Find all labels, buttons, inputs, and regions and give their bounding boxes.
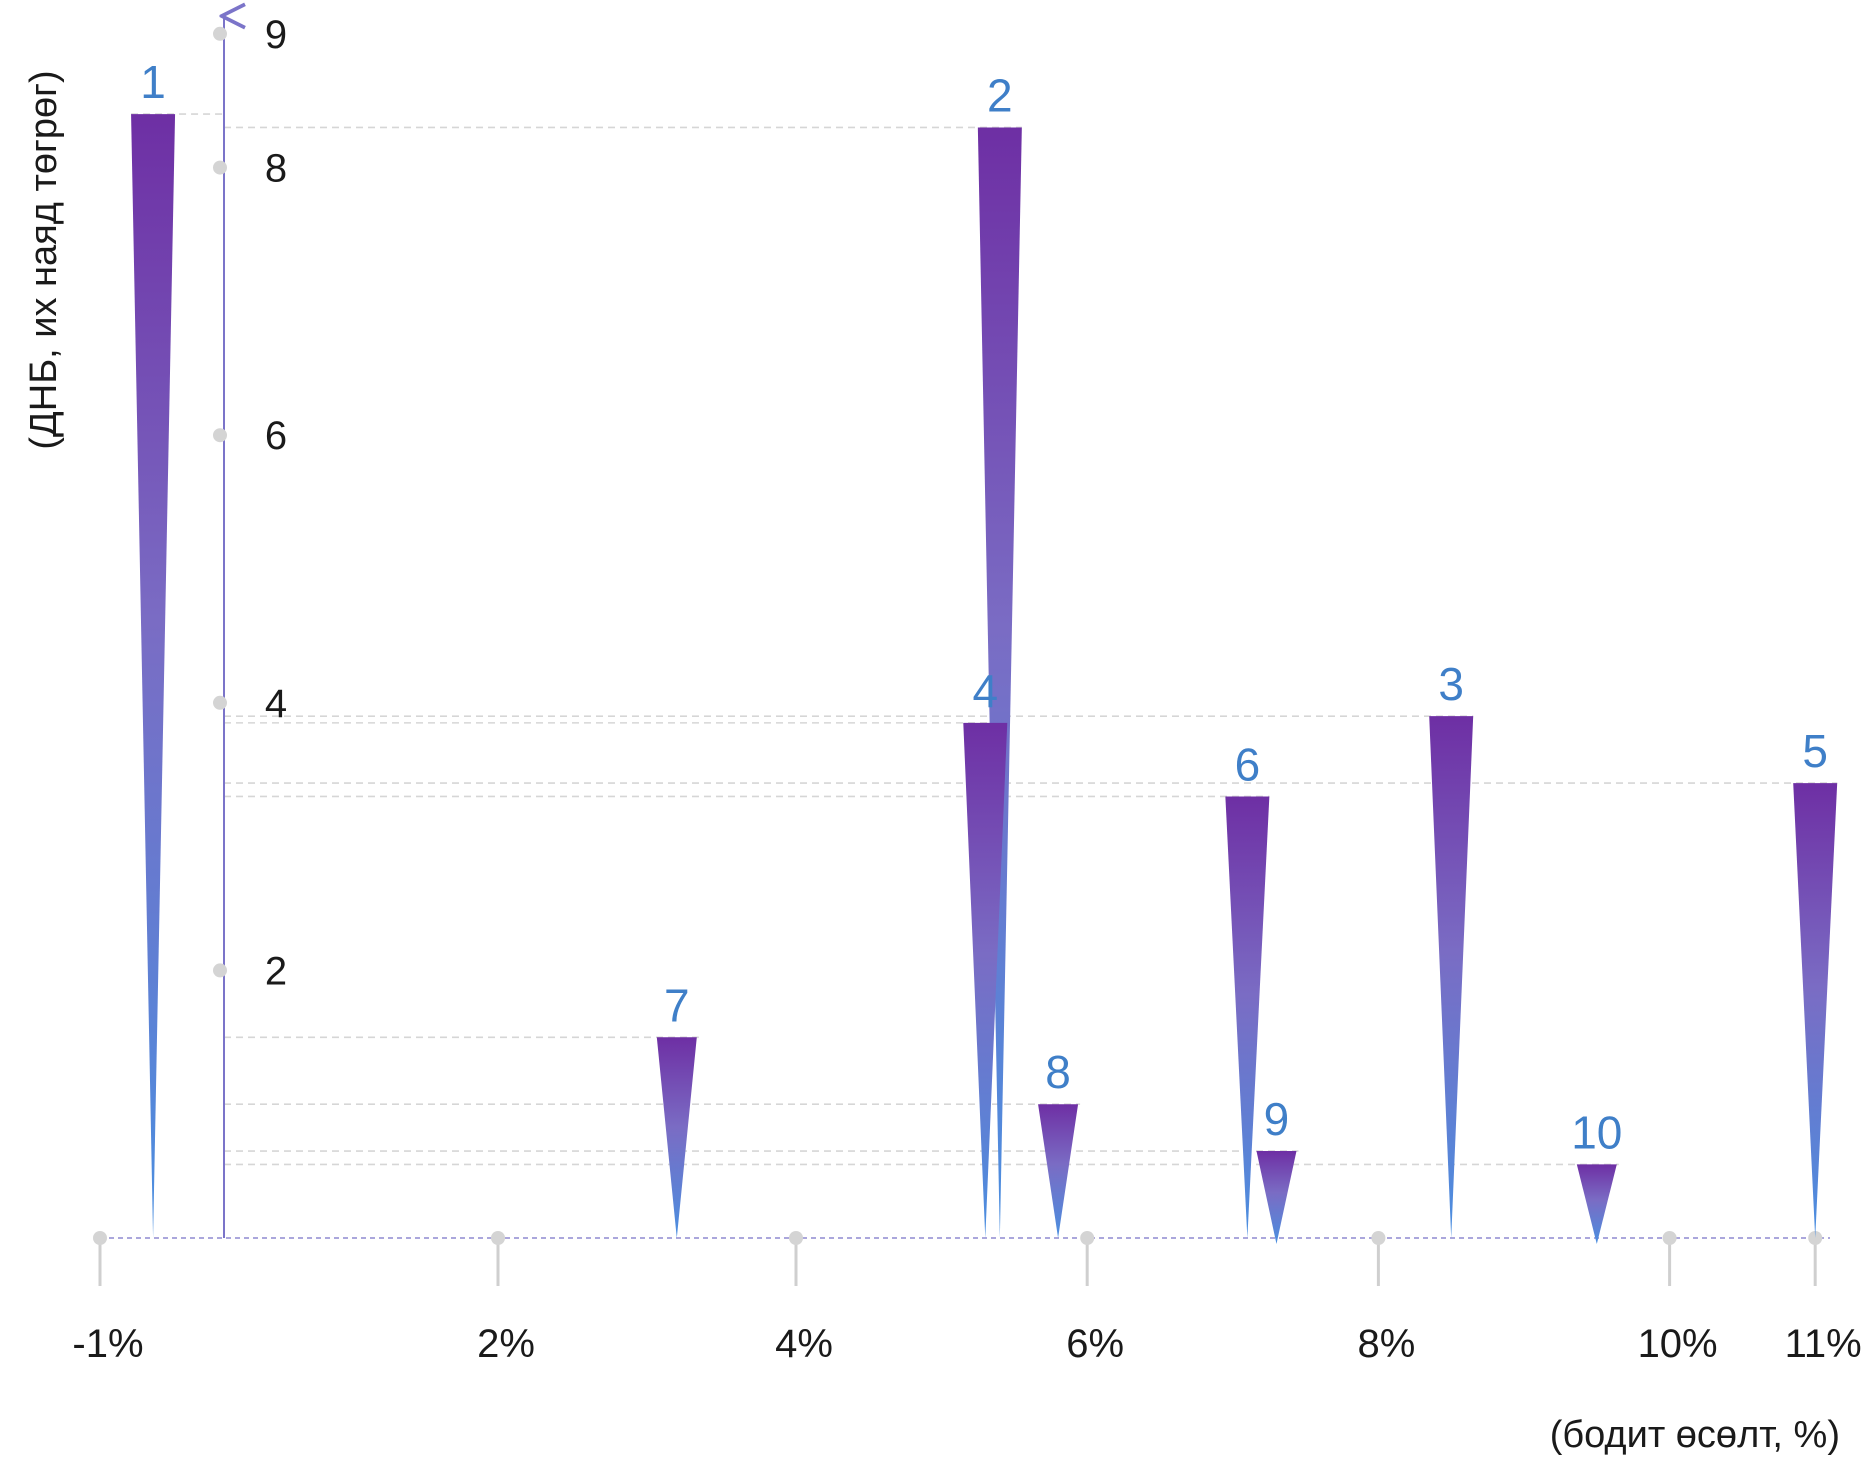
x-tick-label: 10% bbox=[1638, 1322, 1718, 1366]
x-tick-label: 2% bbox=[477, 1322, 535, 1366]
spike-7 bbox=[656, 1037, 697, 1238]
x-tick-dot bbox=[93, 1231, 107, 1245]
y-tick-dot bbox=[213, 160, 227, 175]
spike-label: 6 bbox=[1235, 738, 1261, 790]
x-tick-dot bbox=[789, 1231, 803, 1245]
y-tick-dot bbox=[213, 695, 227, 710]
y-tick-dot bbox=[213, 963, 227, 978]
y-tick-label: 8 bbox=[265, 147, 287, 191]
y-tick-label: 9 bbox=[265, 13, 287, 57]
x-tick-label: 4% bbox=[775, 1322, 833, 1366]
x-tick-dot bbox=[1371, 1231, 1386, 1245]
x-tick-label: 6% bbox=[1066, 1322, 1124, 1366]
x-tick-label: -1% bbox=[72, 1322, 143, 1366]
spike-label: 9 bbox=[1264, 1093, 1290, 1145]
x-axis-title: (бодит өсөлт, %) bbox=[1550, 1414, 1840, 1456]
y-axis-title: (ДНБ, их наяд төгрөг) bbox=[23, 70, 65, 449]
spike-9 bbox=[1256, 1151, 1297, 1244]
x-tick-dot bbox=[1662, 1231, 1677, 1245]
x-axis-ticks: -1% 2% 4% 6% 8% 10% 11% bbox=[72, 1231, 1862, 1366]
spike-10 bbox=[1576, 1164, 1617, 1244]
y-axis-ticks: 2 4 6 8 9 bbox=[213, 13, 287, 993]
spike-label: 8 bbox=[1045, 1046, 1071, 1098]
spike-label: 2 bbox=[987, 69, 1013, 121]
y-tick-label: 2 bbox=[265, 949, 287, 993]
spike-label: 10 bbox=[1571, 1106, 1622, 1158]
spike-6 bbox=[1225, 796, 1270, 1238]
spike-label: 3 bbox=[1438, 658, 1464, 710]
spike-3 bbox=[1429, 716, 1474, 1238]
spike-label: 1 bbox=[140, 56, 166, 108]
x-tick-label: 11% bbox=[1785, 1322, 1862, 1366]
spike-5 bbox=[1793, 783, 1838, 1238]
spike-label: 7 bbox=[664, 979, 690, 1031]
x-tick-dot bbox=[491, 1231, 505, 1245]
spike-8 bbox=[1038, 1104, 1079, 1238]
guide-lines bbox=[131, 113, 1838, 1166]
y-tick-dot bbox=[213, 428, 227, 443]
x-tick-dot bbox=[1080, 1231, 1095, 1245]
spike-4 bbox=[963, 722, 1008, 1238]
y-tick-label: 6 bbox=[265, 414, 287, 458]
y-tick-label: 4 bbox=[265, 682, 287, 726]
spike-label: 4 bbox=[972, 665, 998, 717]
spike-2 bbox=[977, 127, 1022, 1239]
spike-label: 5 bbox=[1802, 725, 1828, 777]
x-tick-label: 8% bbox=[1357, 1322, 1415, 1366]
spikes: 1 2 3 4 5 6 7 8 9 10 bbox=[131, 56, 1838, 1244]
spike-1 bbox=[131, 114, 176, 1239]
y-tick-dot bbox=[213, 26, 227, 41]
